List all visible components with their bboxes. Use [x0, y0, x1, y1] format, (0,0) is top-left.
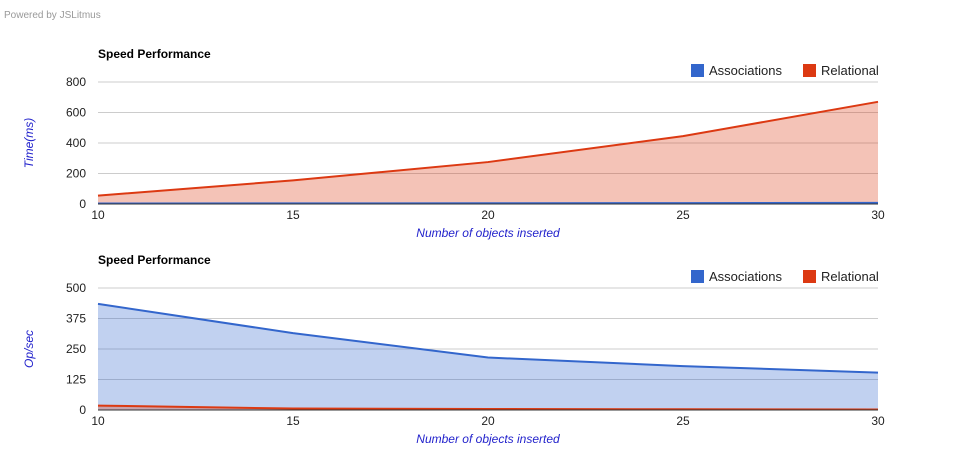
legend-label-relational: Relational — [821, 63, 879, 78]
legend-swatch-relational — [803, 64, 816, 77]
y-tick-label: 0 — [79, 197, 86, 211]
area-associations — [98, 303, 878, 410]
y-tick-label: 250 — [66, 342, 86, 356]
x-tick-label: 20 — [481, 208, 495, 222]
y-tick-label: 375 — [66, 312, 86, 326]
x-tick-label: 10 — [91, 414, 105, 428]
y-tick-label: 200 — [66, 167, 86, 181]
legend-swatch-associations — [691, 270, 704, 283]
y-tick-label: 125 — [66, 373, 86, 387]
powered-by-label: Powered by JSLitmus — [4, 10, 101, 21]
x-tick-label: 25 — [676, 414, 690, 428]
chart-title: Speed Performance — [98, 253, 211, 267]
y-tick-label: 400 — [66, 136, 86, 150]
x-tick-label: 20 — [481, 414, 495, 428]
y-axis-title: Time(ms) — [22, 118, 36, 169]
y-tick-label: 500 — [66, 281, 86, 295]
line-relational — [97, 404, 879, 411]
chart-title: Speed Performance — [98, 47, 211, 61]
legend-label-associations: Associations — [709, 63, 782, 78]
legend-label-associations: Associations — [709, 269, 782, 284]
y-tick-label: 0 — [79, 403, 86, 417]
legend-label-relational: Relational — [821, 269, 879, 284]
chart-2: Speed Performance 0 125 250 375 500 10 15 20 25 30… — [22, 253, 885, 446]
chart-1: Speed Performance 0 200 400 600 800 10 15 20 25 30… — [22, 47, 885, 240]
x-axis-title: Number of objects inserted — [416, 432, 560, 446]
line-relational — [97, 100, 879, 197]
y-tick-label: 600 — [66, 106, 86, 120]
area-relational — [98, 101, 878, 204]
x-axis-title: Number of objects inserted — [416, 226, 560, 240]
x-tick-label: 10 — [91, 208, 105, 222]
x-tick-label: 15 — [286, 414, 300, 428]
x-tick-label: 30 — [871, 414, 885, 428]
line-associations — [97, 302, 879, 374]
y-axis-title: Op/sec — [22, 330, 36, 368]
legend-swatch-relational — [803, 270, 816, 283]
x-tick-label: 30 — [871, 208, 885, 222]
line-associations — [97, 201, 879, 205]
y-tick-label: 800 — [66, 75, 86, 89]
legend-swatch-associations — [691, 64, 704, 77]
x-tick-label: 25 — [676, 208, 690, 222]
x-tick-label: 15 — [286, 208, 300, 222]
